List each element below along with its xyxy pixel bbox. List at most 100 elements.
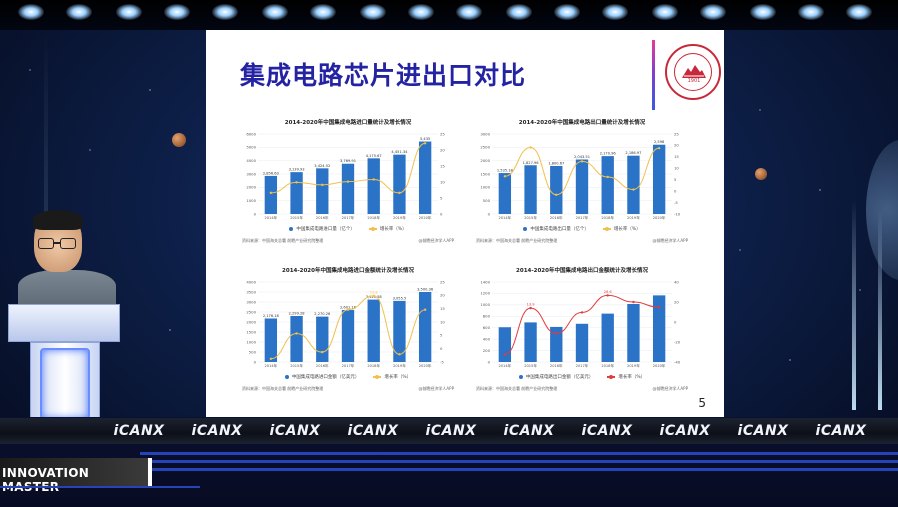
spotlight-icon bbox=[846, 4, 872, 20]
y-tick-label-left: 0 bbox=[254, 359, 257, 364]
bar bbox=[652, 144, 666, 214]
growth-point bbox=[372, 294, 375, 298]
source-watermark: @前瞻经济学人APP bbox=[418, 238, 454, 243]
growth-point bbox=[346, 308, 350, 311]
spotlight-icon bbox=[506, 4, 532, 20]
ceiling-lights bbox=[0, 0, 898, 30]
bar bbox=[418, 141, 432, 214]
bar-value-label: 3,139.93 bbox=[289, 168, 305, 172]
x-tick-label: 2016年 bbox=[550, 363, 563, 368]
spotlight-icon bbox=[700, 4, 726, 20]
x-tick-label: 2019年 bbox=[393, 215, 406, 220]
brand-logo-text: iCANX bbox=[347, 423, 399, 439]
y-tick-label-right: -20 bbox=[674, 339, 681, 344]
y-tick-label-right: 10 bbox=[440, 179, 445, 184]
x-tick-label: 2020年 bbox=[653, 215, 666, 220]
growth-point bbox=[372, 178, 375, 181]
legend-bar-swatch bbox=[289, 227, 294, 231]
legend-bar-swatch bbox=[523, 227, 528, 231]
legend-label: 中国集成电路出口金额（亿美元） bbox=[525, 375, 594, 380]
y-tick-label-right: 20 bbox=[440, 147, 445, 152]
y-tick-label-right: 15 bbox=[440, 306, 445, 311]
x-tick-label: 2016年 bbox=[316, 215, 329, 220]
x-tick-label: 2020年 bbox=[419, 363, 432, 368]
x-tick-label: 2014年 bbox=[498, 363, 511, 368]
y-tick-label-left: 5000 bbox=[246, 145, 256, 150]
legend-label: 中国集成电路出口量（亿个） bbox=[530, 227, 589, 232]
planet-left bbox=[172, 133, 186, 147]
growth-value-label: 26.6 bbox=[604, 290, 613, 294]
glasses-icon bbox=[38, 238, 78, 250]
y-tick-label-left: 500 bbox=[483, 198, 491, 203]
university-logo: 1901 bbox=[665, 44, 721, 100]
chart-ic-export-volume: 2014-2020年中国集成电路出口量统计及增长情况 0 500 1000 1500 20… bbox=[472, 118, 692, 248]
light-beam-right bbox=[852, 200, 856, 410]
chart-plot: 0 500 1000 1500 2000 2500 3000 -10 -5 0 5 10 15 20 25 1… bbox=[480, 131, 680, 220]
legend-line-swatch bbox=[607, 375, 616, 379]
presentation-slide: 集成电路芯片进出口对比 1901 2014-2020年中国集成电路进口量统计及增… bbox=[206, 30, 724, 417]
chart-source: 资料来源：中国海关总署 前瞻产业研究院整理 @前瞻经济学人APP bbox=[242, 386, 454, 392]
brand-logo-text: iCANX bbox=[191, 423, 243, 439]
chart-legend: 中国集成电路出口量（亿个） 增长率（%） bbox=[472, 226, 692, 232]
x-tick-label: 2014年 bbox=[264, 215, 277, 220]
x-tick-label: 2019年 bbox=[393, 363, 406, 368]
legend-item: 中国集成电路进口量（亿个） bbox=[289, 226, 355, 232]
source-text: 资料来源：中国海关总署 前瞻产业研究院整理 bbox=[476, 386, 558, 391]
chart-title: 2014-2020年中国集成电路进口量统计及增长情况 bbox=[284, 120, 412, 126]
legend-bar-swatch bbox=[284, 375, 289, 379]
bar-value-label: 2,043.51 bbox=[574, 155, 590, 159]
growth-point bbox=[346, 180, 350, 183]
y-tick-label-left: 1200 bbox=[480, 291, 490, 296]
podium-top bbox=[8, 304, 120, 342]
growth-point bbox=[295, 332, 298, 335]
growth-point bbox=[657, 146, 661, 150]
growth-point bbox=[269, 357, 273, 360]
legend-item: 中国集成电路出口金额（亿美元） bbox=[518, 374, 594, 380]
legend-item: 中国集成电路进口金额（亿美元） bbox=[284, 374, 359, 380]
y-tick-label-left: 2000 bbox=[246, 185, 256, 190]
slide-accent-bar bbox=[652, 40, 655, 110]
y-tick-label-left: 1400 bbox=[480, 279, 490, 284]
spotlight-icon bbox=[750, 4, 776, 20]
legend-bar-swatch bbox=[518, 375, 523, 379]
chart-plot: 0 500 1000 1500 2000 2500 3000 3500 4000 -5 0 5 10 15… bbox=[246, 279, 445, 368]
brand-logo-text: iCANX bbox=[581, 423, 633, 439]
chart-source: 资料来源：中国海关总署 前瞻产业研究院整理 @前瞻经济学人APP bbox=[476, 386, 688, 392]
planet-right bbox=[755, 168, 767, 180]
growth-point bbox=[606, 294, 609, 297]
y-tick-label-left: 1000 bbox=[246, 198, 256, 203]
y-tick-label-left: 1000 bbox=[480, 185, 490, 190]
x-tick-label: 2015年 bbox=[524, 215, 537, 220]
growth-point bbox=[606, 175, 609, 179]
bar bbox=[524, 165, 537, 214]
bar bbox=[418, 291, 432, 362]
spotlight-icon bbox=[116, 4, 142, 20]
brand-logo-text: iCANX bbox=[425, 423, 477, 439]
y-tick-label-right: 0 bbox=[674, 188, 677, 193]
bar-value-label: 2,299.28 bbox=[289, 312, 306, 316]
y-tick-label-right: -5 bbox=[674, 200, 678, 205]
presenter-shirt bbox=[18, 270, 116, 310]
x-tick-label: 2018年 bbox=[601, 215, 614, 220]
brand-logo-text: iCANX bbox=[737, 423, 789, 439]
x-tick-label: 2019年 bbox=[627, 363, 640, 368]
bar bbox=[652, 295, 666, 362]
y-tick-label-right: 0 bbox=[440, 211, 443, 216]
bar-value-label: 2,270.26 bbox=[314, 312, 331, 316]
bar-value-label: 2,856.63 bbox=[263, 171, 279, 175]
x-tick-label: 2016年 bbox=[550, 215, 563, 220]
bar-value-label: 3,120.58 bbox=[366, 295, 383, 299]
legend-item: 增长率（%） bbox=[368, 226, 407, 232]
bar-value-label: 3,424.52 bbox=[314, 164, 330, 168]
brand-repeat: iCANX iCANX iCANX iCANX iCANX iCANX iCANX iCANX… bbox=[0, 423, 898, 439]
y-tick-label-right: -40 bbox=[674, 359, 681, 364]
legend-item: 增长率（%） bbox=[373, 374, 411, 380]
bar-value-label: 3,769.91 bbox=[340, 159, 356, 163]
bar-value-label: 1,800.67 bbox=[548, 161, 564, 165]
y-tick-label-left: 0 bbox=[254, 211, 257, 216]
y-tick-label-right: 20 bbox=[674, 143, 679, 148]
growth-point bbox=[555, 332, 558, 335]
legend-line-swatch bbox=[373, 375, 382, 379]
x-tick-label: 2017年 bbox=[342, 363, 355, 368]
source-watermark: @前瞻经济学人APP bbox=[418, 386, 454, 391]
